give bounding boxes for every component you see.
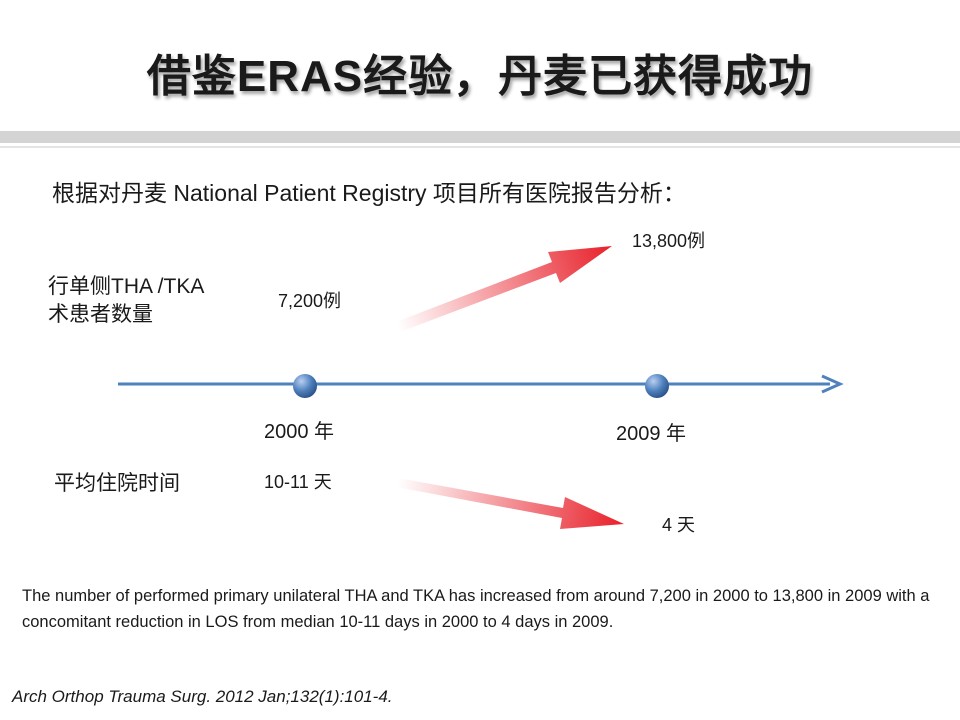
summary-text: The number of performed primary unilater… xyxy=(22,587,930,631)
timeline-arrowhead xyxy=(821,374,844,394)
year-2009-marker xyxy=(645,374,669,398)
header-divider-band xyxy=(0,131,960,143)
increase-arrow xyxy=(396,246,612,332)
year-2009-label: 2009 年 xyxy=(616,423,687,445)
citation: Arch Orthop Trauma Surg. 2012 Jan;132(1)… xyxy=(12,687,393,706)
year-2000-marker xyxy=(293,374,317,398)
slide-title: 借鉴ERAS经验，丹麦已获得成功 xyxy=(146,52,814,101)
los-2009-value: 4 天 xyxy=(662,515,696,535)
los-2000-value: 10-11 天 xyxy=(264,472,332,492)
header-divider-line xyxy=(0,146,960,148)
patients-label-line1: 行单侧THA /TKA xyxy=(48,275,205,298)
patients-label-line2: 术患者数量 xyxy=(48,303,153,326)
decrease-arrow xyxy=(396,478,624,529)
los-label: 平均住院时间 xyxy=(54,472,180,495)
patients-2000-value: 7,200例 xyxy=(278,291,342,311)
slide-subtitle: 根据对丹麦 National Patient Registry 项目所有医院报告… xyxy=(52,180,686,206)
patients-2009-value: 13,800例 xyxy=(632,231,706,251)
year-2000-label: 2000 年 xyxy=(264,421,335,443)
